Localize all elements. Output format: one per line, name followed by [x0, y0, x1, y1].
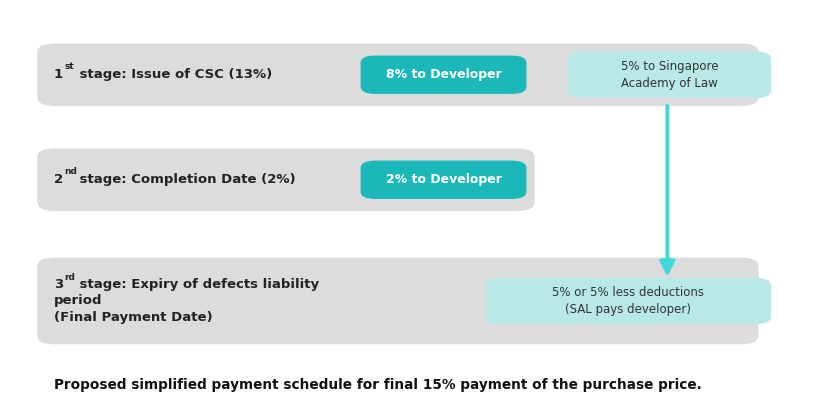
Text: stage: Completion Date (2%): stage: Completion Date (2%)	[75, 173, 296, 186]
Text: stage: Expiry of defects liability: stage: Expiry of defects liability	[75, 278, 319, 291]
FancyBboxPatch shape	[360, 56, 526, 94]
Text: 3: 3	[54, 278, 63, 291]
Text: 1: 1	[54, 68, 63, 81]
FancyBboxPatch shape	[37, 258, 758, 344]
Text: 5% or 5% less deductions
(SAL pays developer): 5% or 5% less deductions (SAL pays devel…	[551, 286, 703, 316]
FancyBboxPatch shape	[37, 148, 534, 211]
Text: period: period	[54, 295, 103, 307]
FancyBboxPatch shape	[360, 160, 526, 199]
Text: 5% to Singapore
Academy of Law: 5% to Singapore Academy of Law	[620, 60, 717, 90]
Text: rd: rd	[65, 273, 75, 282]
FancyBboxPatch shape	[37, 44, 758, 106]
Text: Proposed simplified payment schedule for final 15% payment of the purchase price: Proposed simplified payment schedule for…	[54, 378, 700, 392]
Text: 8% to Developer: 8% to Developer	[385, 68, 501, 81]
Text: (Final Payment Date): (Final Payment Date)	[54, 311, 212, 324]
Text: 2% to Developer: 2% to Developer	[385, 173, 501, 186]
Text: stage: Issue of CSC (13%): stage: Issue of CSC (13%)	[75, 68, 272, 81]
Text: st: st	[65, 62, 75, 71]
FancyBboxPatch shape	[484, 278, 770, 324]
FancyBboxPatch shape	[567, 52, 770, 98]
Text: nd: nd	[65, 167, 78, 176]
Text: 2: 2	[54, 173, 63, 186]
